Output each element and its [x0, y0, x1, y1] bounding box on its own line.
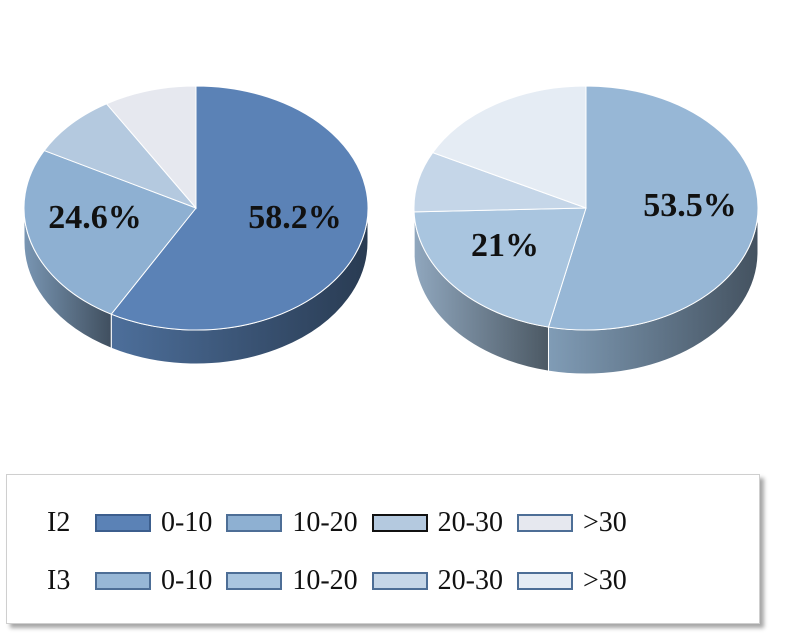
- pie-chart-i3: 53.5% 21%: [413, 85, 759, 375]
- legend-row-i3: I3 0-10 10-20 20-30 >30: [7, 561, 641, 601]
- legend-swatch: [371, 572, 428, 590]
- legend-row-label: I3: [47, 565, 71, 596]
- legend-item-label: 0-10: [161, 565, 213, 596]
- pie-slice-30: [105, 85, 197, 210]
- pie-slice-1020: [23, 149, 197, 315]
- legend-swatch: [226, 514, 283, 532]
- legend-item-label: >30: [582, 507, 627, 538]
- legend-item: >30: [516, 565, 627, 597]
- pie-data-label: 53.5%: [643, 187, 737, 224]
- legend-item-label: 20-30: [437, 507, 503, 538]
- pie-data-label: 58.2%: [248, 199, 342, 236]
- legend-row-i2: I2 0-10 10-20 20-30 >30: [7, 503, 641, 543]
- legend-item: 0-10: [95, 565, 212, 597]
- pie-slice-2030: [43, 103, 197, 209]
- legend-swatch: [226, 572, 283, 590]
- legend-item: 10-20: [226, 565, 358, 597]
- pie-slice-010: [547, 85, 759, 331]
- pie-charts: 58.2% 24.6% 53.5% 21%: [23, 85, 759, 375]
- legend-swatch: [371, 514, 428, 532]
- legend-item: 20-30: [371, 507, 503, 539]
- legend-row-label: I2: [47, 507, 71, 538]
- legend-item: 10-20: [226, 507, 358, 539]
- legend-swatch: [516, 514, 573, 532]
- legend-item: >30: [516, 507, 627, 539]
- legend-item: 0-10: [95, 507, 212, 539]
- pie-data-label: 21%: [471, 227, 539, 264]
- pie-slice-30: [431, 85, 587, 209]
- legend-item-label: 0-10: [161, 507, 213, 538]
- pie-slice-010: [110, 85, 369, 331]
- legend-item: 20-30: [371, 565, 503, 597]
- legend-swatch: [516, 572, 573, 590]
- legend-item-label: 10-20: [292, 507, 358, 538]
- pie-slice-1020: [413, 207, 587, 328]
- legend-swatch: [95, 572, 151, 590]
- legend-item-label: 10-20: [292, 565, 358, 596]
- legend-item-label: 20-30: [437, 565, 503, 596]
- pie-chart-i2: 58.2% 24.6%: [23, 85, 369, 365]
- pie-data-label: 24.6%: [48, 199, 142, 236]
- legend-item-label: >30: [582, 565, 627, 596]
- legend-swatch: [95, 514, 151, 532]
- legend: I2 0-10 10-20 20-30 >30 I3 0-10 10-20: [6, 474, 760, 624]
